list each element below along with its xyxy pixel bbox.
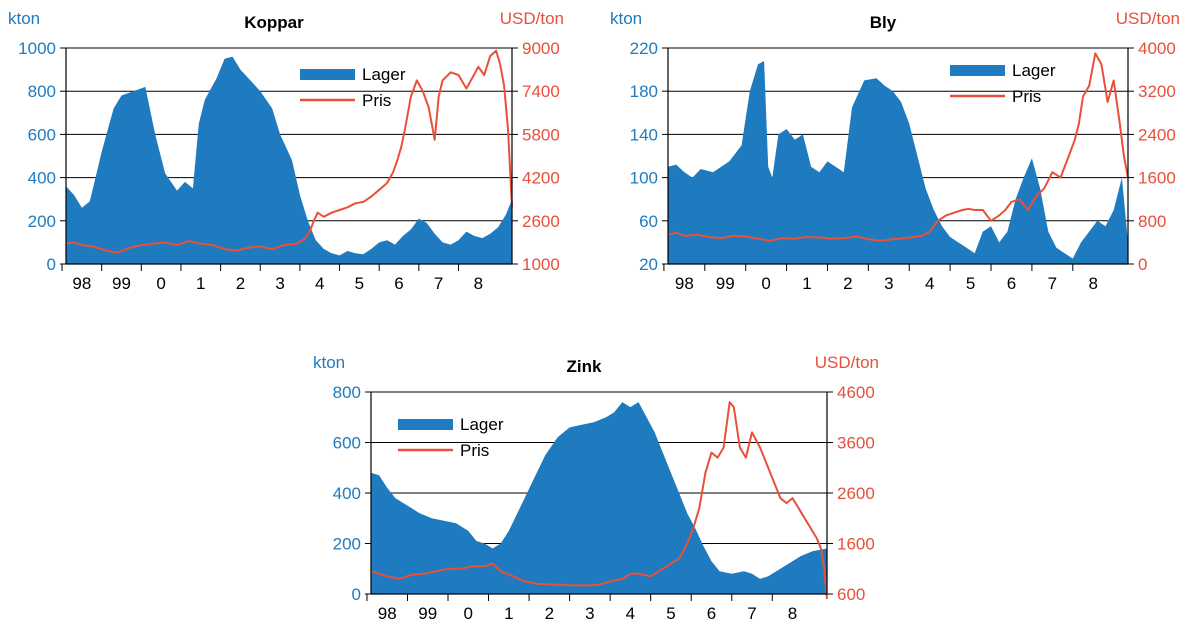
- x-tick-label: 8: [788, 604, 797, 623]
- legend-lager-swatch: [300, 69, 355, 80]
- x-tick-label: 4: [626, 604, 635, 623]
- left-tick-label: 800: [333, 383, 361, 402]
- x-tick-label: 98: [675, 274, 694, 293]
- left-tick-label: 60: [639, 212, 658, 231]
- x-tick-label: 5: [966, 274, 975, 293]
- legend-lager-label: Lager: [362, 65, 406, 84]
- right-tick-label: 3200: [1138, 82, 1176, 101]
- right-unit-label: USD/ton: [815, 353, 879, 372]
- right-tick-label: 2400: [1138, 125, 1176, 144]
- x-tick-label: 6: [707, 604, 716, 623]
- right-tick-label: 600: [837, 585, 865, 604]
- left-tick-label: 0: [352, 585, 361, 604]
- legend-pris-label: Pris: [1012, 87, 1041, 106]
- right-tick-label: 4200: [522, 169, 560, 188]
- legend-lager-label: Lager: [460, 415, 504, 434]
- right-tick-label: 4000: [1138, 39, 1176, 58]
- x-tick-label: 7: [747, 604, 756, 623]
- left-tick-label: 140: [630, 125, 658, 144]
- lager-area-series: [371, 402, 827, 594]
- legend-lager-swatch: [950, 65, 1005, 76]
- right-tick-label: 9000: [522, 39, 560, 58]
- right-tick-label: 3600: [837, 434, 875, 453]
- right-tick-label: 2600: [837, 484, 875, 503]
- chart-title: Bly: [870, 13, 897, 32]
- x-tick-label: 99: [112, 274, 131, 293]
- x-tick-label: 8: [474, 274, 483, 293]
- x-tick-label: 3: [585, 604, 594, 623]
- x-tick-label: 7: [434, 274, 443, 293]
- left-tick-label: 800: [28, 82, 56, 101]
- chart-koppar: 0 200 400 600 800 1000 1000 2600 4200 5800 7400 900…: [8, 9, 564, 293]
- x-tick-label: 6: [1007, 274, 1016, 293]
- x-tick-label: 2: [236, 274, 245, 293]
- x-tick-label: 4: [315, 274, 324, 293]
- x-tick-label: 0: [761, 274, 770, 293]
- x-tick-label: 8: [1089, 274, 1098, 293]
- legend-pris-label: Pris: [460, 441, 489, 460]
- left-tick-label: 400: [333, 484, 361, 503]
- x-tick-label: 6: [394, 274, 403, 293]
- x-tick-label: 99: [716, 274, 735, 293]
- x-tick-label: 5: [666, 604, 675, 623]
- x-tick-label: 2: [545, 604, 554, 623]
- pris-line-series: [667, 52, 1129, 242]
- x-tick-label: 5: [355, 274, 364, 293]
- left-tick-label: 180: [630, 82, 658, 101]
- x-tick-label: 99: [418, 604, 437, 623]
- right-unit-label: USD/ton: [500, 9, 564, 28]
- left-tick-label: 20: [639, 255, 658, 274]
- x-tick-label: 3: [275, 274, 284, 293]
- right-tick-label: 1600: [837, 535, 875, 554]
- right-unit-label: USD/ton: [1116, 9, 1180, 28]
- legend-pris-label: Pris: [362, 91, 391, 110]
- right-tick-label: 2600: [522, 212, 560, 231]
- x-tick-label: 2: [843, 274, 852, 293]
- legend-lager-swatch: [398, 419, 453, 430]
- right-tick-label: 1600: [1138, 169, 1176, 188]
- legend-lager-label: Lager: [1012, 61, 1056, 80]
- left-tick-label: 200: [333, 535, 361, 554]
- left-unit-label: kton: [610, 9, 642, 28]
- x-tick-label: 0: [464, 604, 473, 623]
- x-tick-label: 4: [925, 274, 934, 293]
- right-tick-label: 5800: [522, 125, 560, 144]
- x-tick-label: 0: [156, 274, 165, 293]
- chart-title: Zink: [567, 357, 602, 376]
- left-tick-label: 1000: [18, 39, 56, 58]
- left-tick-label: 100: [630, 169, 658, 188]
- chart-zink: 0 200 400 600 800 600 1600 2600 3600 4600 98 99 0 1 2 3…: [313, 353, 879, 623]
- lager-area-series: [66, 56, 512, 264]
- x-tick-label: 98: [72, 274, 91, 293]
- right-tick-label: 1000: [522, 255, 560, 274]
- right-tick-label: 800: [1138, 212, 1166, 231]
- x-tick-label: 7: [1048, 274, 1057, 293]
- x-tick-label: 1: [196, 274, 205, 293]
- right-tick-label: 4600: [837, 383, 875, 402]
- right-tick-label: 0: [1138, 255, 1147, 274]
- left-tick-label: 0: [47, 255, 56, 274]
- charts-root: 0200400600800100010002600420058007400900…: [8, 9, 1180, 623]
- left-tick-label: 400: [28, 169, 56, 188]
- left-unit-label: kton: [313, 353, 345, 372]
- left-tick-label: 200: [28, 212, 56, 231]
- lager-area-series: [668, 61, 1128, 264]
- x-tick-label: 98: [378, 604, 397, 623]
- x-tick-label: 1: [802, 274, 811, 293]
- right-tick-label: 7400: [522, 82, 560, 101]
- chart-title: Koppar: [244, 13, 304, 32]
- x-tick-label: 3: [884, 274, 893, 293]
- left-unit-label: kton: [8, 9, 40, 28]
- pris-line-series: [370, 401, 828, 600]
- x-tick-label: 1: [504, 604, 513, 623]
- left-tick-label: 220: [630, 39, 658, 58]
- left-tick-label: 600: [333, 434, 361, 453]
- pris-line-series: [65, 49, 513, 254]
- left-tick-label: 600: [28, 125, 56, 144]
